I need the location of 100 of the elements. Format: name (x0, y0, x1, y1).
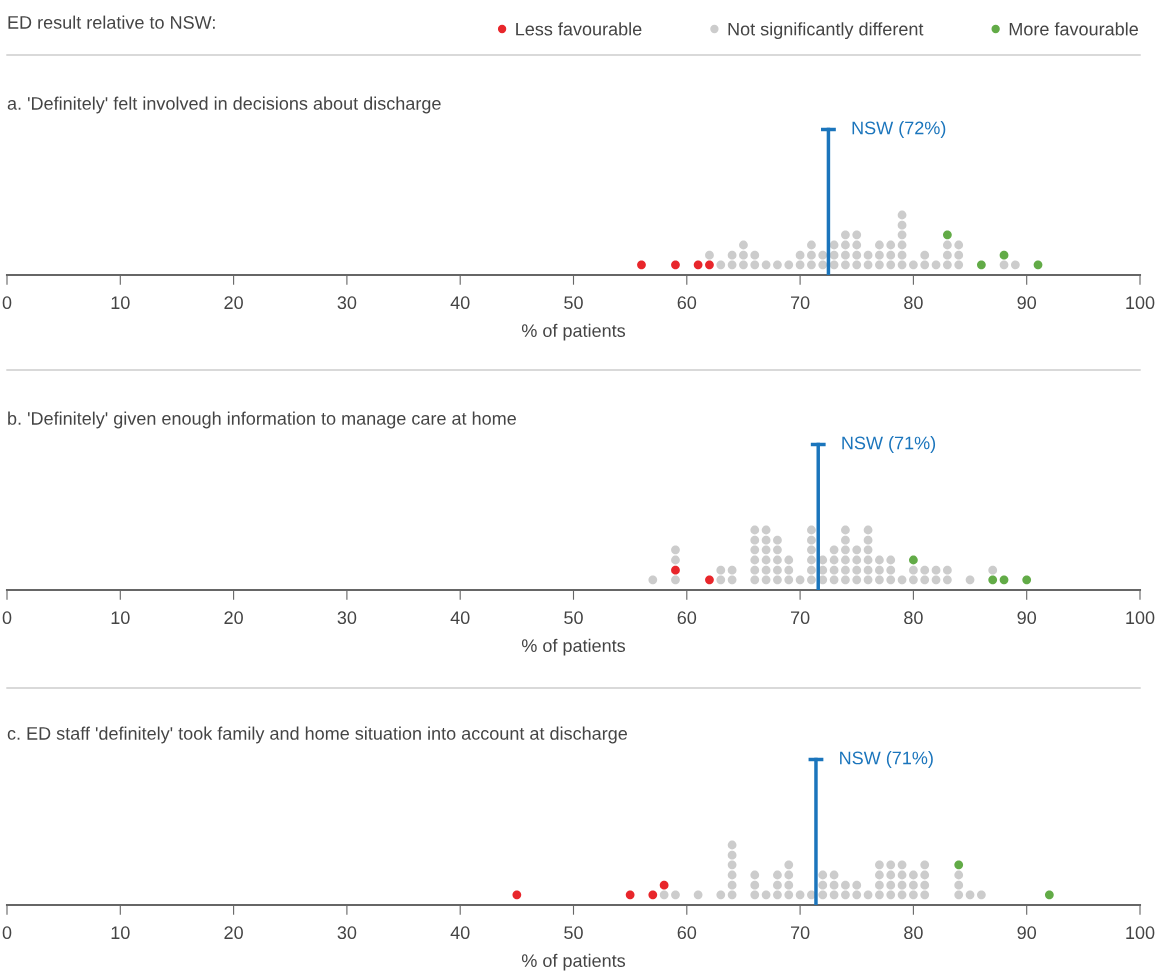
point (897, 220, 907, 230)
point (750, 250, 760, 260)
x-tick-label: 30 (337, 611, 357, 625)
point (625, 890, 635, 900)
point (773, 890, 782, 900)
point (999, 260, 1009, 270)
point (739, 250, 748, 260)
point (727, 840, 737, 850)
x-tick-label: 60 (677, 296, 697, 310)
point (931, 260, 941, 270)
x-tick-label: 10 (111, 296, 130, 310)
point (818, 880, 828, 890)
point (512, 890, 522, 900)
point (897, 240, 907, 250)
point (773, 260, 782, 270)
x-tick-label: 50 (564, 296, 583, 310)
point (954, 890, 964, 900)
point (829, 240, 839, 250)
point (875, 870, 884, 880)
legend-label: Less favourable (516, 22, 642, 36)
x-tick-label: 0 (2, 611, 12, 625)
point (920, 870, 930, 880)
point (897, 210, 907, 220)
x-tick-label: 20 (224, 611, 243, 625)
point (875, 860, 884, 870)
point (841, 230, 850, 240)
point (875, 890, 884, 900)
point (943, 230, 952, 240)
point (965, 890, 975, 900)
chart-title: a. 'Definitely' felt involved in decisions about discharge (7, 96, 441, 114)
point (863, 890, 873, 900)
x-tick-label: 80 (904, 296, 923, 310)
point (750, 260, 760, 270)
point (920, 250, 930, 260)
point (1010, 260, 1020, 270)
point (897, 860, 907, 870)
x-tick-label: 70 (790, 296, 810, 310)
point (659, 880, 669, 890)
point (784, 860, 794, 870)
point (750, 870, 760, 880)
x-tick-label: 90 (1017, 611, 1037, 625)
point (795, 260, 805, 270)
point (727, 250, 737, 260)
point (784, 880, 794, 890)
x-axis-title: % of patients (521, 323, 626, 341)
x-tick-label: 50 (564, 926, 583, 940)
x-tick-label: 60 (677, 926, 697, 940)
point (739, 240, 748, 250)
point (829, 250, 839, 260)
point (909, 260, 918, 270)
point (852, 240, 862, 250)
point (818, 250, 828, 260)
x-tick-label: 100 (1126, 296, 1155, 310)
x-tick-label: 90 (1017, 296, 1037, 310)
point (829, 890, 839, 900)
x-tick-label: 40 (450, 296, 470, 310)
point (648, 890, 658, 900)
point (954, 240, 964, 250)
point (818, 870, 828, 880)
point (886, 260, 896, 270)
point (954, 870, 964, 880)
point (920, 260, 930, 270)
point (886, 870, 896, 880)
point (705, 260, 714, 270)
point (773, 880, 782, 890)
point (841, 250, 850, 260)
legend-title: ED result relative to NSW: (8, 15, 215, 29)
point (852, 880, 862, 890)
x-tick-label: 30 (337, 926, 357, 940)
point (920, 890, 930, 900)
point (943, 260, 952, 270)
point (954, 260, 964, 270)
point (829, 260, 839, 270)
point (897, 880, 907, 890)
point (637, 260, 646, 270)
point (784, 260, 794, 270)
point (795, 250, 805, 260)
x-tick-label: 80 (904, 926, 923, 940)
x-tick-label: 90 (1017, 926, 1037, 940)
point (671, 260, 680, 270)
point (693, 890, 703, 900)
point (727, 850, 737, 860)
x-tick-label: 60 (677, 611, 697, 625)
point (897, 890, 907, 900)
x-tick-label: 70 (790, 611, 810, 625)
chart-title: c. ED staff 'definitely' took family and home situation into account at discharge (7, 726, 627, 744)
x-tick-label: 50 (564, 611, 583, 625)
point (909, 890, 918, 900)
point (920, 880, 930, 890)
point (1044, 890, 1054, 900)
point (875, 250, 884, 260)
legend-label: More favourable (1009, 22, 1138, 36)
point (852, 890, 862, 900)
point (841, 240, 850, 250)
x-tick-label: 30 (337, 296, 357, 310)
x-tick-label: 20 (224, 296, 243, 310)
x-tick-label: 40 (450, 926, 470, 940)
x-tick-label: 100 (1126, 611, 1155, 625)
point (716, 890, 726, 900)
x-tick-label: 80 (904, 611, 923, 625)
